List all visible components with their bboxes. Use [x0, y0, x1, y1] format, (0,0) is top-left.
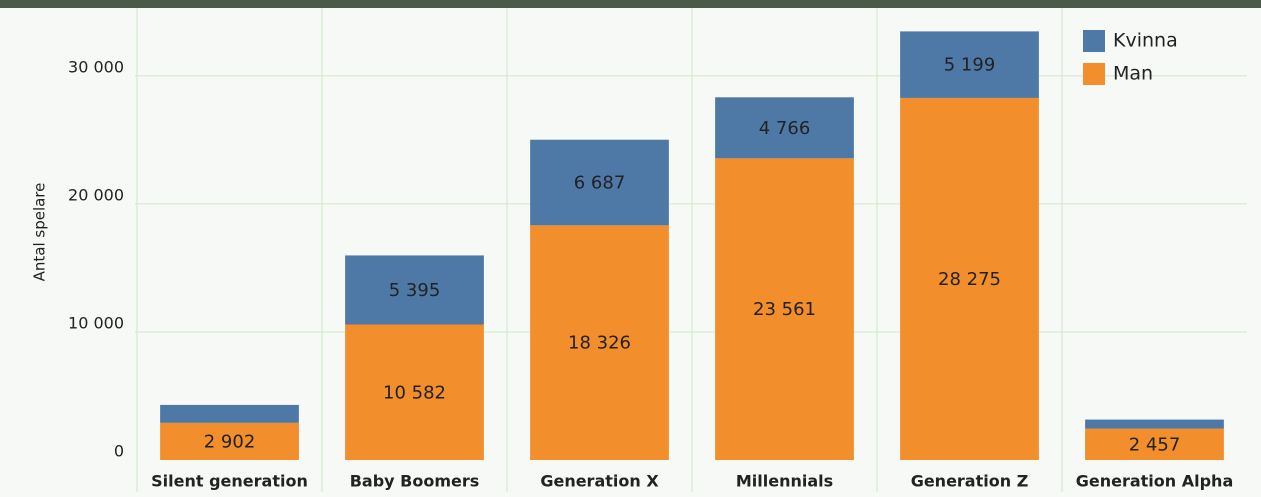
x-tick-label: Silent generation [151, 472, 308, 491]
bar-segment [160, 404, 299, 423]
x-tick-label: Generation Alpha [1076, 472, 1234, 491]
bar-segment [715, 158, 854, 460]
data-label: 23 561 [753, 299, 816, 320]
top-band [0, 0, 1261, 8]
legend-label: Man [1113, 63, 1153, 85]
y-tick-label: 20 000 [68, 185, 124, 204]
bar-segment [345, 324, 484, 460]
data-label: 5 395 [389, 280, 441, 301]
y-tick-label: 10 000 [68, 313, 124, 332]
data-label: 2 902 [204, 431, 256, 452]
x-tick-label: Millennials [736, 472, 833, 491]
data-label: 18 326 [568, 333, 631, 354]
legend-label: Kvinna [1113, 30, 1178, 52]
bar-segment [345, 255, 484, 325]
data-label: 28 275 [938, 269, 1001, 290]
bar-segment [530, 139, 669, 226]
bar-segment [1085, 419, 1224, 429]
bar-segment [160, 422, 299, 460]
y-tick-label: 30 000 [68, 57, 124, 76]
bar-segment [900, 97, 1039, 460]
data-label: 5 199 [944, 55, 996, 76]
legend-swatch [1083, 63, 1105, 85]
y-tick-label: 0 [114, 442, 124, 461]
x-tick-label: Generation Z [911, 472, 1029, 491]
legend-swatch [1083, 30, 1105, 52]
x-tick-label: Generation X [540, 472, 659, 491]
data-label: 2 457 [1129, 434, 1181, 455]
bar-segment [715, 97, 854, 159]
bar-segment [530, 225, 669, 460]
y-axis-label: Antal spelare [31, 183, 49, 282]
data-label: 6 687 [574, 173, 626, 194]
bar-segment [1085, 428, 1224, 460]
data-label: 4 766 [759, 118, 811, 139]
x-tick-label: Baby Boomers [350, 472, 480, 491]
data-label: 10 582 [383, 382, 446, 403]
bar-segment [900, 31, 1039, 98]
